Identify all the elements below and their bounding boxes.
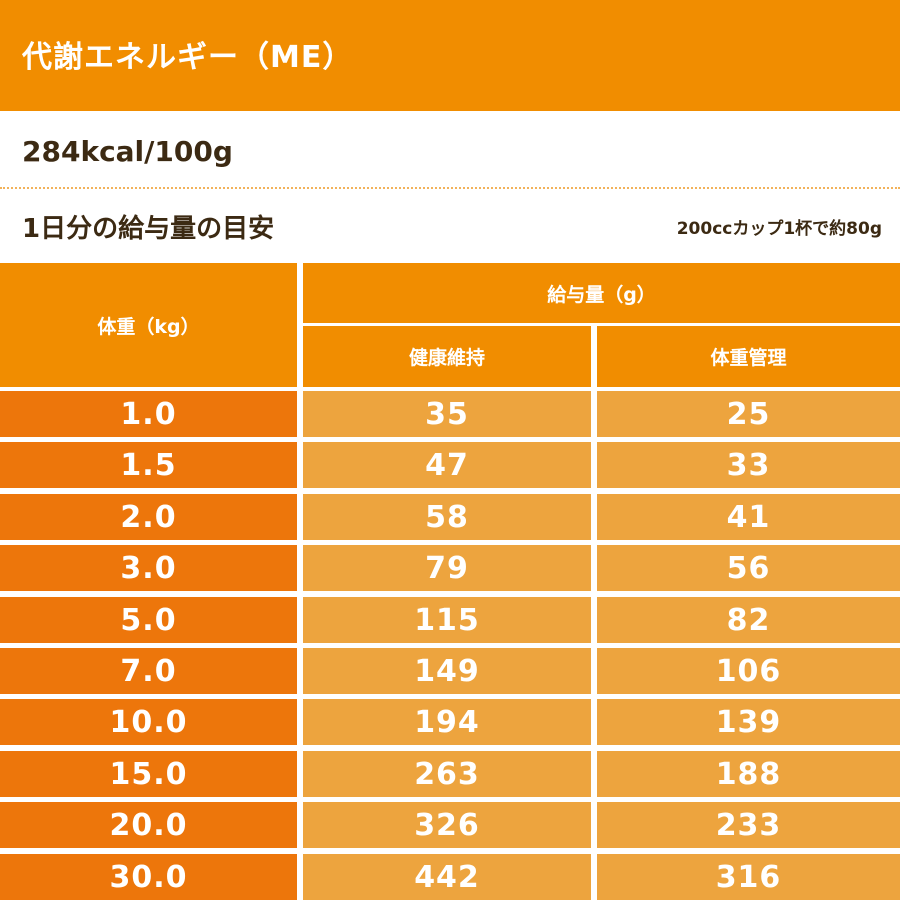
page-title: 代謝エネルギー（ME） xyxy=(22,39,354,75)
maintenance-column-header: 健康維持 xyxy=(303,326,591,387)
table-row: 15.0 263 188 xyxy=(0,751,900,797)
management-cell: 139 xyxy=(597,699,900,745)
maintenance-cell: 442 xyxy=(303,854,591,900)
energy-row: 284kcal/100g xyxy=(0,111,900,188)
management-cell: 56 xyxy=(597,545,900,591)
energy-value: 284kcal/100g xyxy=(22,135,233,168)
management-column-header: 体重管理 xyxy=(597,326,900,387)
maintenance-cell: 194 xyxy=(303,699,591,745)
guide-row: 1日分の給与量の目安 200ccカップ1杯で約80g xyxy=(0,190,900,262)
management-cell: 106 xyxy=(597,648,900,694)
weight-column-header: 体重（kg） xyxy=(0,263,297,387)
maintenance-cell: 58 xyxy=(303,494,591,540)
table-row: 1.5 47 33 xyxy=(0,442,900,488)
weight-cell: 1.5 xyxy=(0,442,297,488)
maintenance-cell: 149 xyxy=(303,648,591,694)
title-bar: 代謝エネルギー（ME） xyxy=(0,0,900,111)
maintenance-cell: 47 xyxy=(303,442,591,488)
weight-cell: 7.0 xyxy=(0,648,297,694)
weight-cell: 30.0 xyxy=(0,854,297,900)
management-cell: 188 xyxy=(597,751,900,797)
management-cell: 233 xyxy=(597,802,900,848)
table-row: 1.0 35 25 xyxy=(0,391,900,437)
guide-note: 200ccカップ1杯で約80g xyxy=(676,218,882,239)
management-cell: 33 xyxy=(597,442,900,488)
weight-cell: 15.0 xyxy=(0,751,297,797)
maintenance-cell: 79 xyxy=(303,545,591,591)
weight-cell: 2.0 xyxy=(0,494,297,540)
weight-cell: 10.0 xyxy=(0,699,297,745)
table-row: 30.0 442 316 xyxy=(0,854,900,900)
table-row: 10.0 194 139 xyxy=(0,699,900,745)
table-row: 2.0 58 41 xyxy=(0,494,900,540)
management-cell: 316 xyxy=(597,854,900,900)
weight-cell: 1.0 xyxy=(0,391,297,437)
guide-title: 1日分の給与量の目安 xyxy=(22,213,275,244)
table-row: 20.0 326 233 xyxy=(0,802,900,848)
maintenance-cell: 326 xyxy=(303,802,591,848)
management-cell: 41 xyxy=(597,494,900,540)
management-cell: 82 xyxy=(597,597,900,643)
weight-cell: 3.0 xyxy=(0,545,297,591)
table-row: 7.0 149 106 xyxy=(0,648,900,694)
maintenance-cell: 35 xyxy=(303,391,591,437)
amount-column-header: 給与量（g） xyxy=(303,263,900,323)
table-row: 5.0 115 82 xyxy=(0,597,900,643)
table-row: 3.0 79 56 xyxy=(0,545,900,591)
divider xyxy=(0,187,900,189)
weight-cell: 20.0 xyxy=(0,802,297,848)
management-cell: 25 xyxy=(597,391,900,437)
maintenance-cell: 263 xyxy=(303,751,591,797)
weight-cell: 5.0 xyxy=(0,597,297,643)
maintenance-cell: 115 xyxy=(303,597,591,643)
